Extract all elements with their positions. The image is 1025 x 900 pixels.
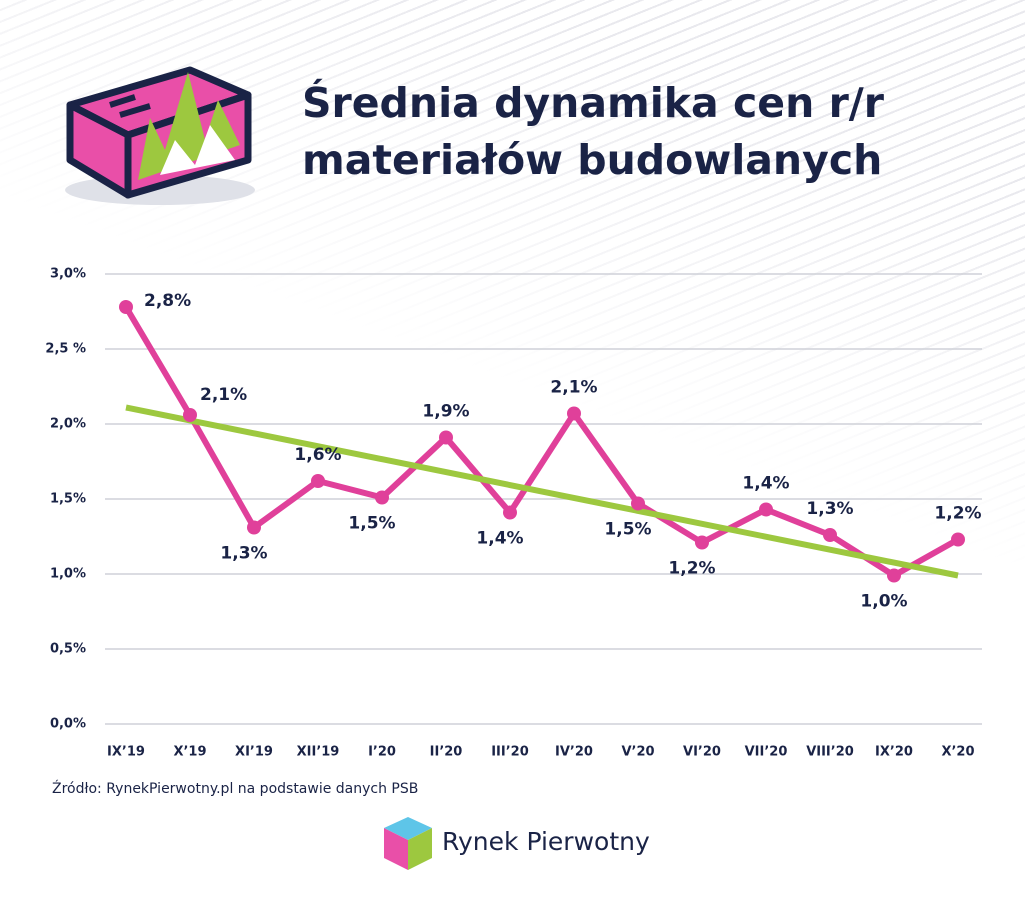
x-tick-label: VI’20 — [683, 745, 721, 760]
x-tick-label: VIII’20 — [806, 745, 854, 760]
value-label: 1,5% — [604, 520, 651, 540]
x-tick-label: IV’20 — [555, 745, 593, 760]
brand-name: Rynek Pierwotny — [442, 827, 650, 856]
y-tick-label: 1,5% — [50, 492, 86, 507]
point — [567, 406, 581, 421]
point — [951, 532, 965, 547]
x-tick-label: XI’19 — [235, 745, 273, 760]
value-label: 2,1% — [200, 385, 247, 405]
y-tick-label: 0,0% — [50, 717, 86, 732]
value-label: 1,5% — [348, 514, 395, 534]
x-tick-label: X’19 — [173, 745, 206, 760]
brand-logo — [384, 817, 432, 870]
value-label: 1,9% — [422, 402, 469, 422]
point — [631, 496, 645, 511]
point — [503, 505, 517, 520]
source: Źródło: RynekPierwotny.pl na podstawie d… — [52, 779, 418, 797]
x-tick-label: IX’20 — [875, 745, 913, 760]
value-label: 1,0% — [860, 592, 907, 612]
value-label: 1,4% — [742, 474, 789, 494]
value-label: 1,6% — [294, 445, 341, 465]
trend-line — [125, 404, 959, 579]
chart-title: Średnia dynamika cen r/r — [302, 79, 885, 127]
point — [311, 474, 325, 488]
value-label: 1,4% — [476, 529, 523, 549]
x-tick-label: VII’20 — [745, 745, 788, 760]
point — [247, 520, 261, 535]
point — [439, 430, 453, 445]
y-tick-label: 3,0% — [50, 267, 86, 282]
y-tick-label: 2,5 % — [45, 342, 86, 357]
point — [887, 568, 901, 583]
point — [375, 490, 389, 505]
x-tick-label: III’20 — [491, 745, 529, 760]
x-tick-label: X’20 — [941, 745, 974, 760]
value-label: 1,2% — [668, 559, 715, 579]
value-label: 1,2% — [934, 504, 981, 524]
x-tick-label: V’20 — [621, 745, 654, 760]
value-label: 2,8% — [144, 291, 191, 311]
brick-icon — [65, 66, 255, 205]
point — [119, 300, 133, 314]
x-tick-label: II’20 — [430, 745, 463, 760]
point — [823, 528, 837, 542]
x-tick-label: XII’19 — [297, 745, 340, 760]
value-label: 2,1% — [550, 378, 597, 398]
y-tick-label: 1,0% — [50, 567, 86, 582]
point — [759, 502, 773, 517]
point — [695, 535, 709, 550]
point — [183, 408, 197, 422]
y-tick-label: 2,0% — [50, 417, 86, 432]
value-label: 1,3% — [806, 499, 853, 519]
y-tick-label: 0,5% — [50, 642, 86, 657]
value-label: 1,3% — [220, 544, 267, 564]
x-tick-label: I’20 — [368, 745, 396, 760]
x-tick-label: IX’19 — [107, 745, 145, 760]
line — [123, 305, 960, 579]
chart-title: materiałów budowlanych — [302, 136, 882, 184]
